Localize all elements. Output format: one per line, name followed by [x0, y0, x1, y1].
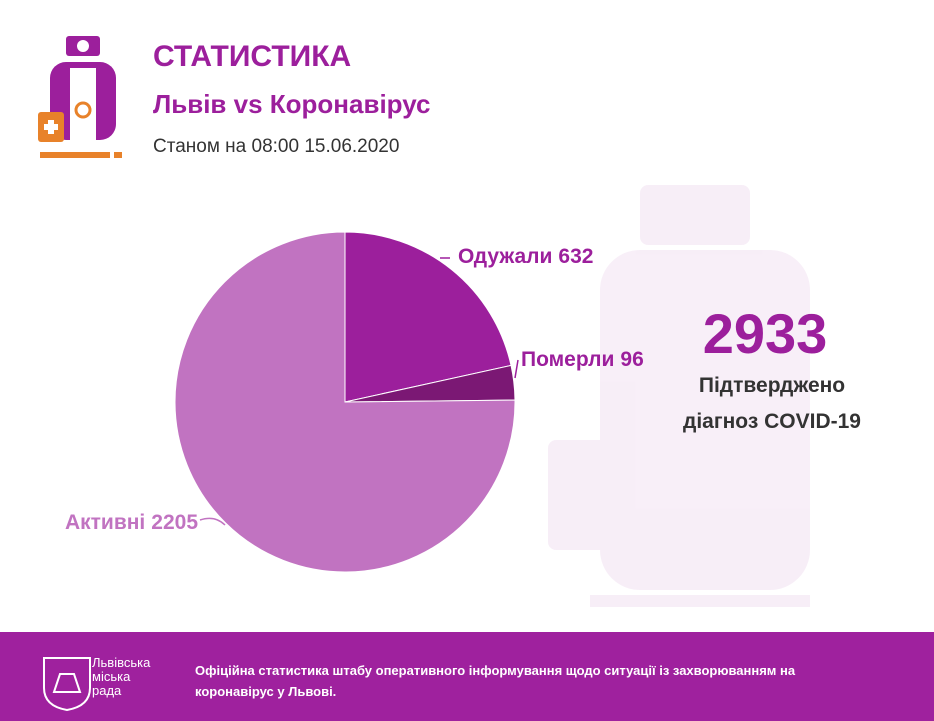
chart: СТАТИСТИКА Львів vs Коронавірус Станом н… — [38, 36, 861, 607]
slice-value: 632 — [558, 245, 593, 268]
leader-line — [514, 359, 519, 379]
background-figure — [548, 185, 810, 607]
slice-value: 2205 — [151, 511, 198, 534]
slice-name: Одужали — [458, 245, 552, 268]
logo-line: міська — [92, 669, 131, 684]
coat-of-arms — [43, 657, 91, 712]
logo-text: Львівська міська рада — [92, 656, 150, 698]
leader-line — [199, 517, 226, 526]
slice-value: 96 — [620, 348, 643, 371]
title: СТАТИСТИКА — [153, 40, 351, 73]
caption: діагноз COVID-19 — [683, 410, 861, 433]
logo-icon — [38, 36, 122, 158]
footer: Львівська міська рада Офіційна статистик… — [0, 632, 934, 721]
pie-slice — [174, 231, 516, 573]
total: 2933 — [703, 302, 828, 365]
slice-label: Померли 96 — [521, 348, 644, 371]
pie-slice — [344, 231, 512, 403]
footer-text: Офіційна статистика штабу оперативного і… — [195, 663, 796, 699]
slice-name: Померли — [521, 348, 614, 371]
slice-label: Активні 2205 — [65, 511, 198, 534]
subtitle: Львів vs Коронавірус — [153, 89, 430, 119]
date: Станом на 08:00 15.06.2020 — [153, 136, 399, 157]
slice-label: Одужали 632 — [458, 245, 593, 268]
logo-line: Львівська — [92, 655, 151, 670]
slice-name: Активні — [65, 511, 145, 534]
caption: Підтверджено — [699, 374, 845, 397]
logo-line: рада — [92, 683, 122, 698]
